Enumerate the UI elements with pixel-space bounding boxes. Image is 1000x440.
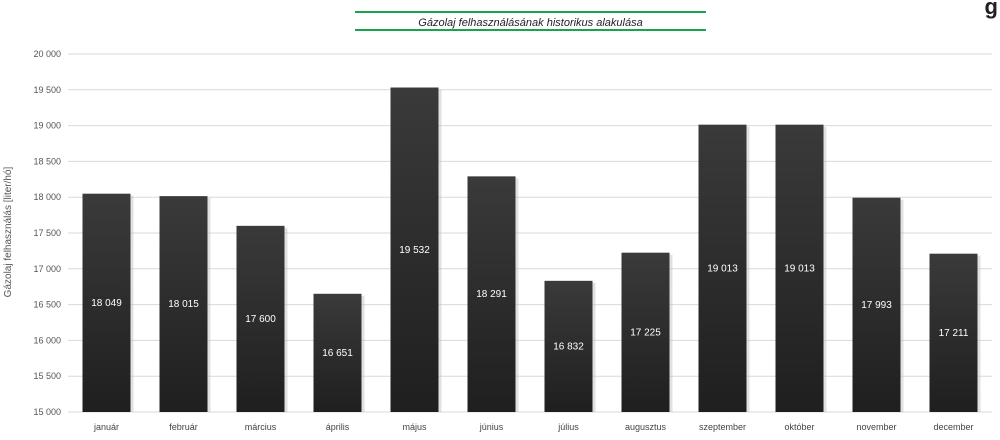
bars: [82, 87, 981, 413]
y-axis-ticks: 15 000 15 500 16 000 16 500 17 000 17 500 18 0…: [33, 49, 61, 417]
data-label: 18 049: [91, 298, 122, 309]
corner-text: g: [984, 0, 998, 19]
bar: [852, 197, 901, 412]
x-tick-label: február: [169, 422, 198, 432]
data-label: 16 832: [553, 341, 584, 352]
x-tick-label: június: [479, 422, 504, 432]
data-labels: 18 049 18 015 17 600 16 651 19 532 18 291 16 8…: [91, 245, 969, 359]
x-tick-label: december: [933, 422, 973, 432]
bar: [236, 225, 285, 412]
bar: [698, 124, 747, 413]
data-label: 18 291: [476, 289, 507, 300]
bar: [467, 176, 516, 412]
x-tick-label: április: [326, 422, 350, 432]
x-tick-label: március: [245, 422, 277, 432]
x-tick-label: augusztus: [625, 422, 667, 432]
chart-title: Gázolaj felhasználásának historikus alak…: [418, 17, 643, 29]
y-tick-label: 15 500: [33, 371, 61, 381]
y-tick-label: 18 000: [33, 192, 61, 202]
y-tick-label: 15 000: [33, 407, 61, 417]
x-tick-label: szeptember: [699, 422, 746, 432]
x-tick-label: május: [402, 422, 427, 432]
x-tick-label: november: [856, 422, 896, 432]
bar: [929, 253, 978, 412]
y-tick-label: 17 000: [33, 264, 61, 274]
bar: [313, 293, 362, 412]
bar: [621, 252, 670, 412]
data-label: 16 651: [322, 348, 353, 359]
bar: [159, 196, 208, 412]
x-tick-label: október: [784, 422, 814, 432]
y-tick-label: 20 000: [33, 49, 61, 59]
x-tick-label: július: [557, 422, 579, 432]
y-tick-label: 16 500: [33, 300, 61, 310]
data-label: 19 532: [399, 245, 430, 256]
y-tick-label: 17 500: [33, 228, 61, 238]
bar: [82, 193, 131, 412]
x-axis-ticks: január február március április május június jú…: [93, 422, 974, 432]
bar: [390, 87, 439, 413]
y-tick-label: 16 000: [33, 335, 61, 345]
y-tick-label: 19 500: [33, 85, 61, 95]
bar: [544, 280, 593, 412]
x-tick-label: január: [93, 422, 119, 432]
grid: [68, 53, 992, 413]
y-axis-label: Gázolaj felhasználás [liter/hó]: [3, 166, 14, 297]
data-label: 17 211: [939, 328, 969, 339]
bar: [775, 124, 824, 413]
data-label: 18 015: [168, 299, 199, 310]
chart-title-box: Gázolaj felhasználásának historikus alak…: [355, 11, 706, 31]
y-tick-label: 18 500: [33, 156, 61, 166]
data-label: 17 225: [630, 327, 661, 338]
data-label: 19 013: [707, 263, 738, 274]
data-label: 17 993: [861, 300, 892, 311]
y-tick-label: 19 000: [33, 121, 61, 131]
data-label: 17 600: [245, 314, 276, 325]
data-label: 19 013: [784, 263, 815, 274]
